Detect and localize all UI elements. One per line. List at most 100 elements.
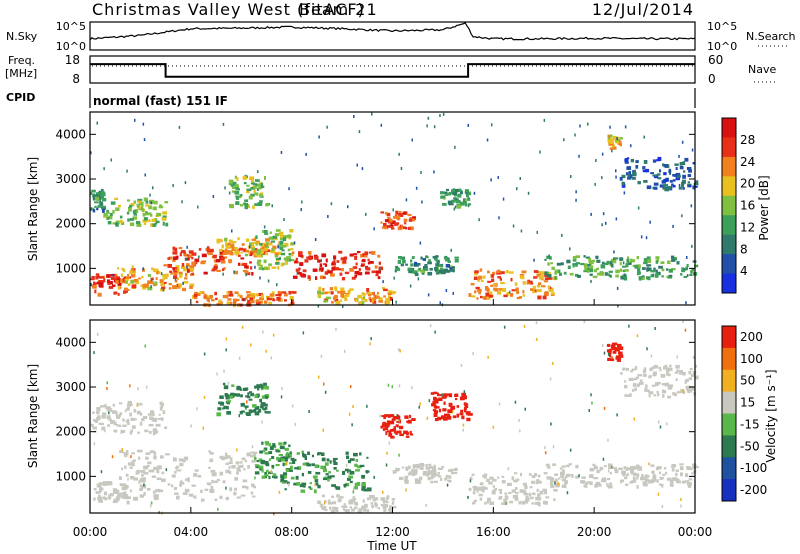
scatter-cell: [560, 474, 565, 478]
scatter-cell: [227, 381, 230, 385]
scatter-cell: [451, 189, 455, 193]
scatter-cell: [407, 419, 412, 422]
scatter-cell: [240, 257, 245, 260]
scatter-cell: [253, 409, 257, 413]
scatter-cell: [324, 508, 328, 512]
scatter-cell: [153, 200, 158, 205]
scatter-cell: [98, 494, 101, 499]
scatter-cell: [537, 295, 542, 300]
scatter-cell: [354, 270, 360, 274]
scatter-cell: [133, 279, 139, 283]
scatter-cell: [222, 295, 227, 299]
scatter-cell: [550, 262, 553, 265]
scatter-cell: [145, 385, 148, 389]
scatter-cell: [235, 186, 239, 190]
scatter-cell: [635, 165, 639, 169]
scatter-cell: [398, 152, 400, 156]
scatter-cell: [353, 506, 358, 510]
scatter-cell: [98, 499, 103, 503]
scatter-cell: [223, 385, 229, 390]
scatter-cell: [125, 495, 129, 500]
scatter-cell: [691, 472, 694, 475]
scatter-cell: [191, 261, 196, 266]
scatter-cell: [545, 496, 550, 499]
scatter-cell: [405, 263, 408, 266]
scatter-cell: [678, 186, 682, 190]
scatter-cell: [653, 394, 657, 397]
scatter-cell: [299, 484, 305, 488]
scatter-cell: [320, 354, 323, 358]
scatter-cell: [231, 190, 237, 193]
scatter-cell: [381, 287, 385, 290]
scatter-cell: [657, 420, 660, 424]
scatter-cell: [265, 242, 269, 245]
scatter-cell: [280, 246, 284, 250]
scatter-cell: [694, 466, 699, 469]
scatter-cell: [678, 183, 681, 187]
scatter-cell: [273, 512, 275, 516]
scatter-cell: [536, 230, 538, 234]
scatter-cell: [371, 251, 376, 255]
scatter-cell: [620, 275, 624, 279]
scatter-cell: [380, 503, 384, 507]
scatter-cell: [254, 476, 256, 480]
scatter-cell: [216, 241, 220, 244]
scatter-cell: [121, 267, 125, 271]
scatter-cell: [238, 414, 240, 418]
scatter-cell: [286, 452, 289, 457]
scatter-cell: [622, 472, 626, 477]
scatter-cell: [155, 277, 158, 280]
scatter-cell: [588, 260, 594, 265]
scatter-cell: [133, 213, 137, 216]
scatter-cell: [433, 404, 437, 409]
scatter-cell: [250, 193, 255, 197]
scatter-cell: [411, 270, 416, 274]
scatter-cell: [226, 394, 230, 398]
scatter-cell: [519, 296, 522, 299]
scatter-cell: [472, 485, 478, 489]
colorbar-tick-label: -50: [740, 439, 760, 453]
scatter-cell: [323, 263, 326, 266]
scatter-cell: [487, 497, 491, 502]
velocity-cells: [90, 320, 699, 516]
scatter-cell: [408, 465, 411, 470]
scatter-cell: [643, 373, 647, 377]
scatter-cell: [286, 256, 291, 259]
scatter-cell: [514, 282, 518, 286]
scatter-cell: [241, 457, 246, 461]
scatter-cell: [231, 247, 237, 251]
colorbar-tick-label: 100: [740, 352, 763, 366]
scatter-cell: [628, 171, 632, 175]
scatter-cell: [395, 424, 398, 427]
scatter-cell: [176, 277, 179, 280]
scatter-cell: [470, 283, 475, 286]
scatter-cell: [637, 181, 641, 185]
scatter-cell: [186, 265, 188, 269]
scatter-cell: [694, 375, 699, 380]
scatter-cell: [263, 449, 266, 453]
scatter-cell: [419, 241, 422, 245]
scatter-cell: [147, 413, 153, 416]
scatter-cell: [580, 263, 585, 266]
scatter-cell: [343, 483, 348, 487]
scatter-cell: [352, 490, 355, 494]
scatter-cell: [257, 254, 262, 258]
scatter-cell: [150, 285, 152, 289]
scatter-cell: [162, 278, 165, 281]
scatter-cell: [172, 184, 174, 188]
scatter-cell: [235, 184, 239, 188]
scatter-cell: [155, 488, 161, 493]
scatter-cell: [137, 200, 142, 203]
scatter-cell: [303, 485, 306, 488]
velocity-ylabel: Slant Range [km]: [26, 364, 40, 468]
scatter-cell: [127, 422, 130, 425]
scatter-cell: [139, 484, 143, 488]
scatter-cell: [622, 261, 625, 265]
scatter-cell: [99, 422, 104, 426]
scatter-cell: [302, 331, 305, 335]
scatter-cell: [448, 475, 452, 479]
scatter-cell: [119, 450, 124, 454]
scatter-cell: [145, 456, 149, 460]
scatter-cell: [127, 283, 131, 287]
scatter-cell: [308, 410, 310, 413]
